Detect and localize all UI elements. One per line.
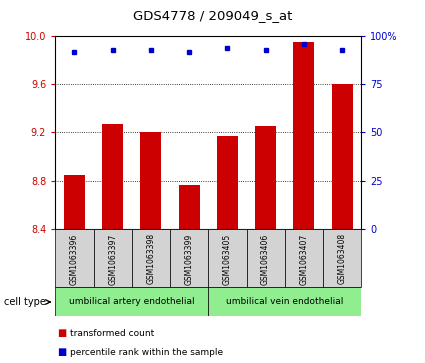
Text: GSM1063398: GSM1063398: [146, 233, 156, 285]
Text: GSM1063406: GSM1063406: [261, 233, 270, 285]
Text: umbilical artery endothelial: umbilical artery endothelial: [69, 297, 195, 306]
Bar: [246, 229, 285, 287]
Bar: [55, 229, 94, 287]
Text: GSM1063405: GSM1063405: [223, 233, 232, 285]
Bar: [178, 185, 200, 229]
Bar: [132, 229, 170, 287]
Bar: [285, 229, 323, 287]
Bar: [64, 175, 85, 229]
Text: ■: ■: [57, 347, 67, 357]
Text: cell type: cell type: [4, 297, 46, 307]
Bar: [323, 229, 361, 287]
Bar: [293, 42, 314, 229]
Text: GSM1063399: GSM1063399: [184, 233, 194, 285]
Text: GSM1063407: GSM1063407: [299, 233, 309, 285]
Bar: [208, 287, 361, 316]
Bar: [94, 229, 132, 287]
Bar: [55, 287, 208, 316]
Text: GSM1063396: GSM1063396: [70, 233, 79, 285]
Text: GSM1063397: GSM1063397: [108, 233, 117, 285]
Bar: [255, 126, 276, 229]
Text: percentile rank within the sample: percentile rank within the sample: [70, 348, 223, 356]
Text: GDS4778 / 209049_s_at: GDS4778 / 209049_s_at: [133, 9, 292, 22]
Bar: [140, 132, 162, 229]
Text: GSM1063408: GSM1063408: [337, 233, 347, 285]
Text: transformed count: transformed count: [70, 329, 154, 338]
Bar: [170, 229, 208, 287]
Bar: [217, 136, 238, 229]
Bar: [332, 85, 353, 229]
Text: umbilical vein endothelial: umbilical vein endothelial: [226, 297, 343, 306]
Bar: [102, 124, 123, 229]
Text: ■: ■: [57, 328, 67, 338]
Bar: [208, 229, 246, 287]
